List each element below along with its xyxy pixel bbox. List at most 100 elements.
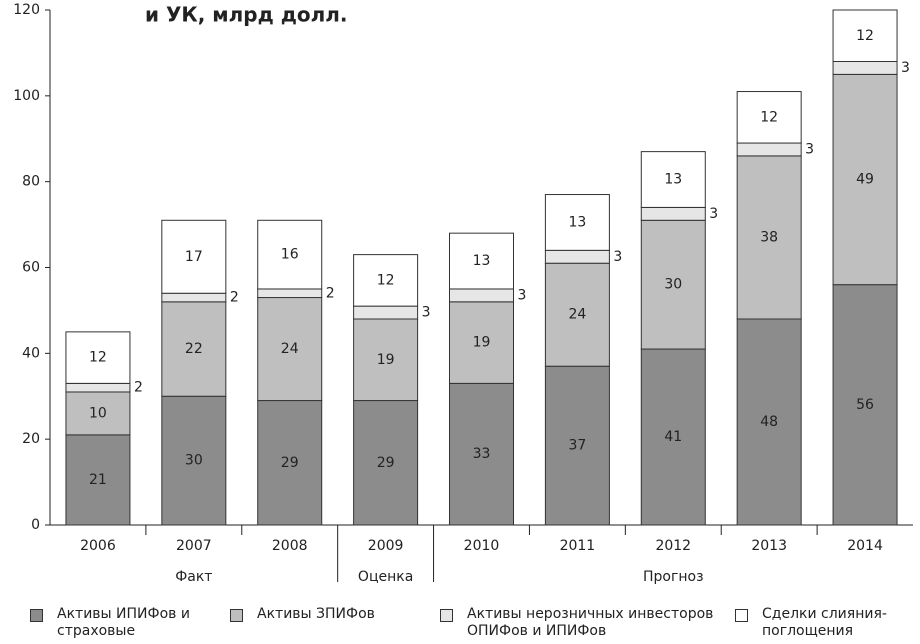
x-tick-label: 2008 xyxy=(272,538,308,554)
legend-label: Активы ИПИФов и страховые резервы xyxy=(57,606,190,644)
legend-swatch xyxy=(30,609,43,622)
group-label: Факт xyxy=(175,569,212,585)
data-label: 17 xyxy=(185,249,203,265)
bar-segment xyxy=(449,232,514,290)
data-label: 12 xyxy=(89,350,107,366)
data-label: 49 xyxy=(856,172,874,188)
data-label: 2 xyxy=(326,285,335,301)
data-label: 33 xyxy=(473,446,491,462)
data-label: 38 xyxy=(760,229,778,245)
y-tick-label: 100 xyxy=(13,88,40,104)
bar-segment xyxy=(65,331,131,384)
y-tick-label: 60 xyxy=(22,260,40,276)
data-label: 48 xyxy=(760,414,778,430)
legend-item: Активы нерозничных инвесторов ОПИФов и И… xyxy=(440,606,720,640)
bar-segment xyxy=(544,365,610,526)
bar-segment xyxy=(161,219,227,294)
x-tick-label: 2012 xyxy=(655,538,691,554)
legend-label: Активы ЗПИФов xyxy=(257,606,375,622)
data-label: 37 xyxy=(568,438,586,454)
bar-segment xyxy=(736,318,802,526)
bar-segment xyxy=(544,194,610,251)
bar-segment xyxy=(161,395,227,526)
data-label: 22 xyxy=(185,341,203,357)
bar-segment xyxy=(832,61,898,75)
data-label: 56 xyxy=(856,397,874,413)
data-label: 41 xyxy=(664,429,682,445)
bar-segment xyxy=(353,254,419,307)
legend-item: Сделки слияния-поглощения xyxy=(735,606,905,640)
legend-item: Активы ЗПИФов xyxy=(230,606,420,623)
data-label: 3 xyxy=(518,287,527,303)
bar-segment xyxy=(353,305,419,320)
data-label: 3 xyxy=(709,206,718,222)
data-label: 24 xyxy=(568,307,586,323)
data-label: 12 xyxy=(377,272,395,288)
bar-segment xyxy=(640,151,706,208)
data-label: 30 xyxy=(185,453,203,469)
data-label: 3 xyxy=(613,249,622,265)
bar-segment xyxy=(832,9,898,62)
legend-swatch xyxy=(230,609,243,622)
x-tick-label: 2013 xyxy=(751,538,787,554)
bar-segment xyxy=(353,400,419,526)
bar-segment xyxy=(544,249,610,264)
y-tick-label: 40 xyxy=(22,345,40,361)
x-tick-label: 2011 xyxy=(560,538,596,554)
data-label: 19 xyxy=(473,335,491,351)
data-label: 12 xyxy=(856,28,874,44)
bar-segment xyxy=(257,219,323,290)
data-label: 13 xyxy=(473,253,491,269)
data-label: 13 xyxy=(568,214,586,230)
data-label: 3 xyxy=(805,141,814,157)
legend-label: Сделки слияния-поглощения xyxy=(762,606,887,639)
chart: и УК, млрд долл. 0 20 40 60 80 100 120 Факт Оцен… xyxy=(13,2,913,585)
x-tick-label: 2014 xyxy=(847,538,883,554)
bar-segment xyxy=(449,301,514,384)
x-tick-label: 2009 xyxy=(368,538,404,554)
bar-segment xyxy=(832,284,898,526)
bar-segment xyxy=(257,297,323,402)
bar-segment xyxy=(640,206,706,221)
bar-segment xyxy=(65,434,131,526)
data-label: 3 xyxy=(422,305,431,321)
bar-segment xyxy=(736,91,802,144)
legend-swatch xyxy=(440,609,453,622)
group-label: Прогноз xyxy=(643,569,704,585)
data-label: 24 xyxy=(281,341,299,357)
data-label: 2 xyxy=(230,290,239,306)
data-label: 29 xyxy=(377,455,395,471)
data-label: 13 xyxy=(664,172,682,188)
data-label: 10 xyxy=(89,405,107,421)
data-label: 30 xyxy=(664,277,682,293)
bar-segment xyxy=(161,292,227,303)
y-tick-label: 80 xyxy=(22,174,40,190)
bar-segment xyxy=(640,348,706,526)
bar-segment xyxy=(544,262,610,367)
legend-swatch xyxy=(735,609,748,622)
data-label: 21 xyxy=(89,472,107,488)
data-label: 3 xyxy=(901,60,910,76)
bar-segment xyxy=(65,382,131,393)
bar-segment xyxy=(65,391,131,436)
bar-segment xyxy=(736,155,802,320)
legend-item: Активы ИПИФов и страховые резервы xyxy=(30,606,200,644)
bar-segment xyxy=(449,382,514,526)
data-label: 19 xyxy=(377,352,395,368)
bar-segment xyxy=(449,288,514,303)
data-label: 29 xyxy=(281,455,299,471)
chart-title: и УК, млрд долл. xyxy=(145,3,348,27)
legend-label: Активы нерозничных инвесторов ОПИФов и И… xyxy=(467,606,714,639)
x-tick-label: 2006 xyxy=(80,538,116,554)
x-tick-label: 2010 xyxy=(464,538,500,554)
data-label: 2 xyxy=(134,380,143,396)
x-tick-label: 2007 xyxy=(176,538,212,554)
bar-segment xyxy=(736,142,802,157)
bar-segment xyxy=(161,301,227,397)
data-label: 12 xyxy=(760,109,778,125)
bar-segment xyxy=(257,288,323,299)
y-tick-label: 20 xyxy=(22,431,40,447)
y-tick-label: 120 xyxy=(13,2,40,18)
group-label: Оценка xyxy=(358,569,413,585)
